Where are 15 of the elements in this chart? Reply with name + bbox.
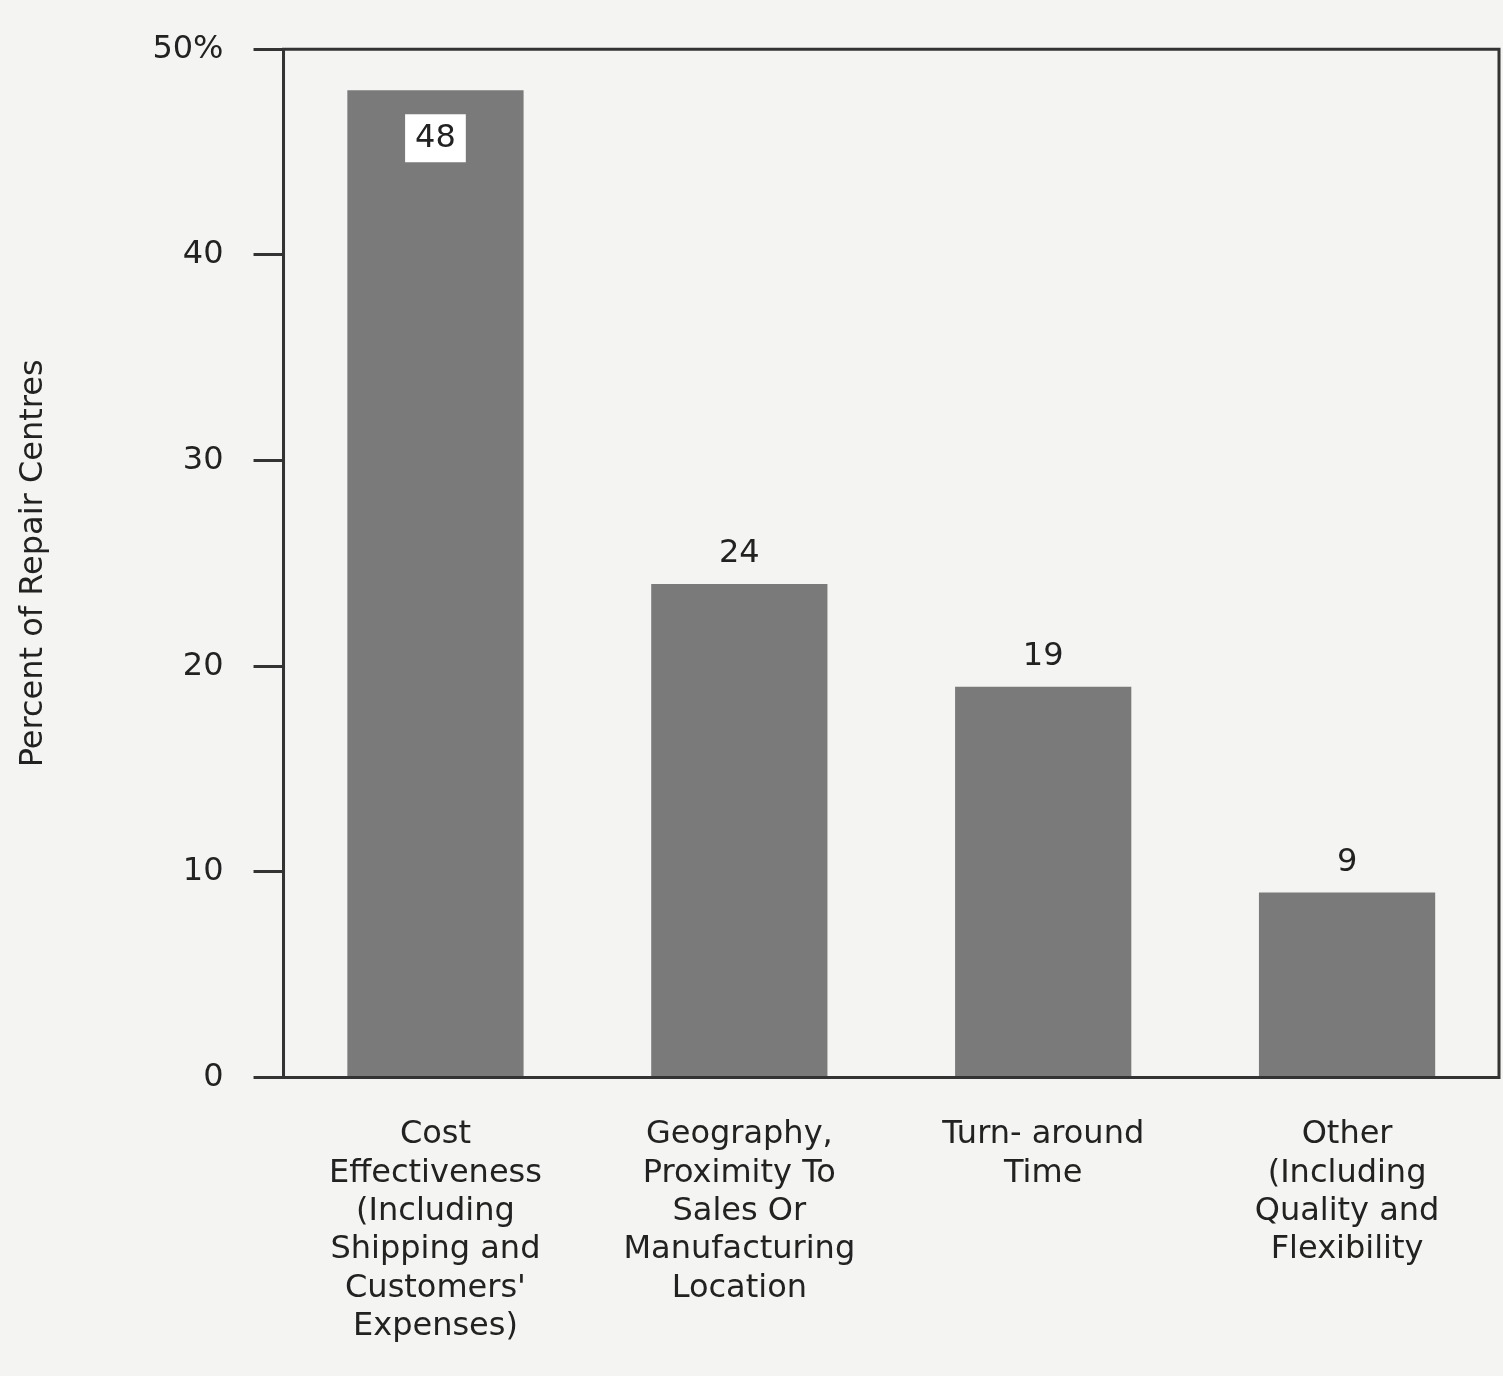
data-label: 9 bbox=[1336, 840, 1358, 879]
y-axis-title: Percent of Repair Centres bbox=[11, 359, 50, 768]
data-label: 48 bbox=[415, 116, 456, 155]
y-tick-label: 30 bbox=[182, 438, 224, 477]
data-label: 24 bbox=[718, 532, 760, 571]
y-tick-label: 40 bbox=[182, 233, 224, 272]
x-tick-label: Turn- around Time bbox=[941, 1113, 1145, 1190]
data-label: 19 bbox=[1022, 635, 1064, 674]
y-tick-label: 20 bbox=[182, 644, 224, 683]
y-tick-label: 0 bbox=[203, 1055, 224, 1094]
x-tick-label: Cost Effectiveness (Including Shipping and Customers' Expenses) bbox=[329, 1113, 542, 1344]
x-tick-label: Other (Including Quality and Flexibility bbox=[1254, 1113, 1440, 1267]
y-tick-label: 10 bbox=[182, 850, 224, 889]
y-tick-label: 50% bbox=[152, 27, 224, 66]
x-tick-label: Geography, Proximity To Sales Or Manufacturing Location bbox=[623, 1113, 856, 1305]
